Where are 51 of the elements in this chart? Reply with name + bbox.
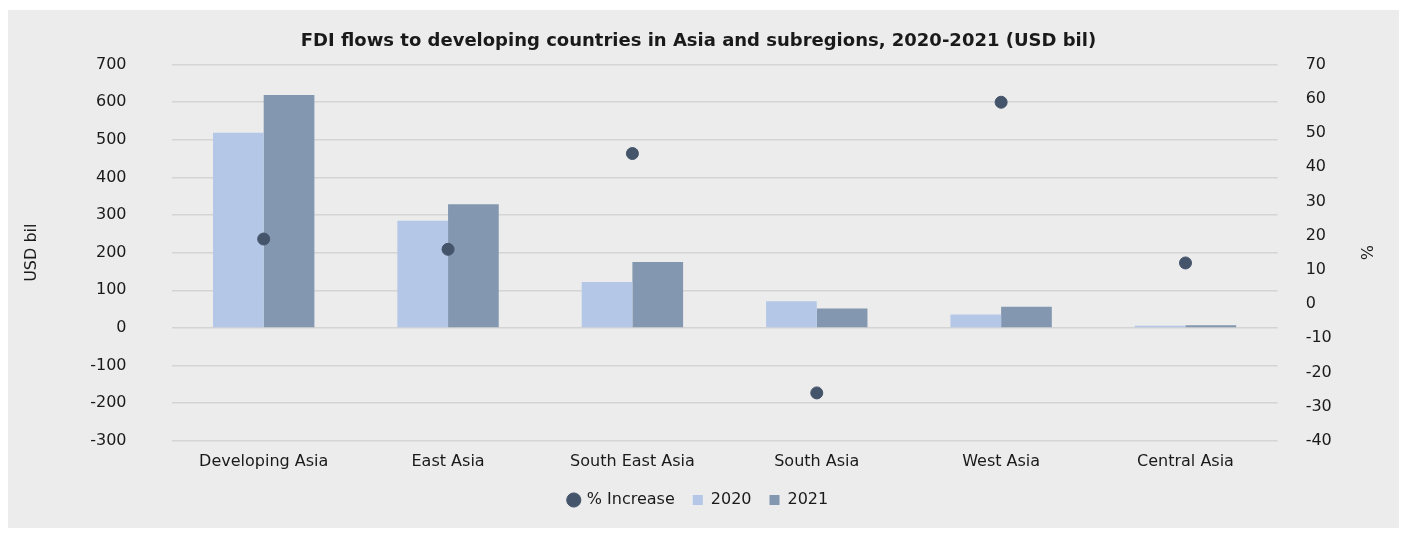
- y2-tick-label: 30: [1305, 190, 1327, 210]
- x-tick-label: South Asia: [774, 450, 860, 470]
- y2-tick-label: -30: [1305, 395, 1332, 415]
- y2-tick-label: -10: [1305, 327, 1332, 347]
- bar: [816, 308, 868, 328]
- legend-label: % Increase: [586, 489, 675, 509]
- y-tick-label: -300: [90, 429, 127, 449]
- x-tick-label: Developing Asia: [199, 450, 329, 470]
- y-tick-label: 600: [95, 91, 127, 111]
- bar: [766, 301, 817, 328]
- y2-tick-label: 70: [1305, 53, 1327, 73]
- legend-label: 2020: [710, 489, 752, 509]
- y-tick-label: 400: [95, 166, 127, 186]
- bar: [1001, 306, 1052, 328]
- point: [994, 95, 1008, 109]
- bar: [212, 132, 264, 328]
- y2-tick-label: -40: [1305, 429, 1332, 449]
- chart-title: FDI flows to developing countries in Asia and subregions, 2020-2021 (USD bil): [300, 29, 1097, 51]
- x-tick-label: Central Asia: [1137, 450, 1234, 470]
- point: [257, 232, 271, 246]
- y2-tick-label: 40: [1305, 156, 1327, 176]
- y-axis-title: USD bil: [20, 223, 40, 282]
- x-tick-label: West Asia: [962, 450, 1041, 470]
- x-tick-label: South East Asia: [570, 450, 695, 470]
- y-tick-label: 300: [95, 204, 127, 224]
- y-tick-label: 200: [95, 241, 127, 261]
- legend-label: 2021: [787, 489, 829, 509]
- y-tick-label: -200: [90, 392, 127, 412]
- bar: [448, 204, 499, 328]
- y2-tick-label: 50: [1305, 122, 1327, 142]
- y-tick-label: 100: [95, 279, 127, 299]
- y-tick-label: 700: [95, 53, 127, 73]
- y-tick-label: -100: [90, 354, 127, 374]
- bar: [632, 262, 684, 328]
- bar: [581, 282, 633, 328]
- y2-axis-title: %: [1357, 245, 1377, 261]
- point: [441, 242, 455, 256]
- bar: [397, 220, 449, 328]
- y2-tick-label: 0: [1305, 293, 1316, 313]
- bar: [950, 314, 1002, 328]
- y-tick-label: 500: [95, 129, 127, 148]
- y2-tick-label: 60: [1305, 87, 1327, 107]
- bar: [263, 95, 315, 328]
- y2-tick-label: 10: [1305, 258, 1327, 278]
- x-tick-label: East Asia: [411, 450, 485, 470]
- y2-tick-label: -20: [1305, 361, 1332, 381]
- point: [1178, 256, 1192, 270]
- point: [810, 386, 824, 400]
- point: [625, 147, 639, 161]
- y2-tick-label: 20: [1305, 224, 1327, 244]
- y-tick-label: 0: [116, 317, 127, 337]
